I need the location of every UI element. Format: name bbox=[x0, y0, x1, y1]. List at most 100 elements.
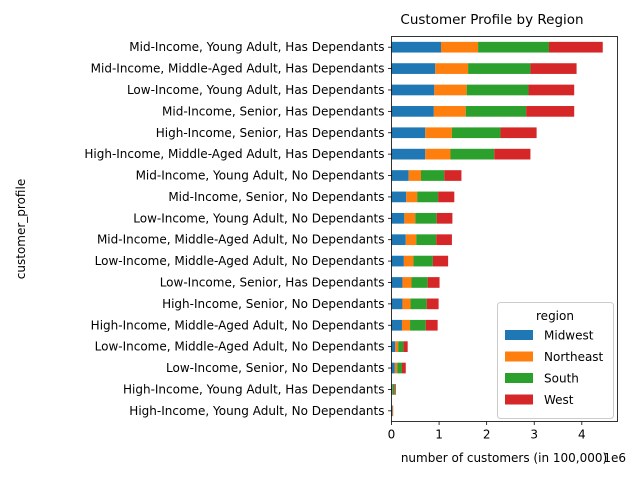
bar-midwest-9 bbox=[391, 234, 406, 246]
bar-west-4 bbox=[500, 127, 537, 139]
bar-west-9 bbox=[436, 234, 452, 246]
bar-west-16 bbox=[394, 384, 396, 395]
legend-swatch-south bbox=[505, 373, 533, 383]
legend-label-northeast: Northeast bbox=[544, 350, 604, 364]
y-axis-label: customer_profile bbox=[14, 179, 28, 279]
y-tick-label: Mid-Income, Young Adult, Has Dependants bbox=[129, 40, 384, 54]
legend-swatch-west bbox=[505, 394, 533, 405]
bar-northeast-2 bbox=[434, 84, 467, 96]
bar-midwest-8 bbox=[391, 212, 405, 224]
bar-northeast-6 bbox=[408, 170, 421, 181]
y-tick-label: Low-Income, Young Adult, Has Dependants bbox=[127, 83, 385, 97]
y-tick-label: Mid-Income, Young Adult, No Dependants bbox=[136, 169, 385, 183]
bar-midwest-5 bbox=[391, 148, 426, 160]
y-tick-label: Low-Income, Middle-Aged Adult, No Depend… bbox=[95, 254, 385, 268]
bar-midwest-13 bbox=[391, 319, 402, 331]
bar-northeast-0 bbox=[440, 41, 479, 53]
y-tick-label: Mid-Income, Senior, No Dependants bbox=[168, 190, 384, 204]
bar-northeast-13 bbox=[401, 319, 411, 331]
legend-title: region bbox=[536, 309, 574, 323]
legend-label-midwest: Midwest bbox=[544, 329, 594, 343]
bar-south-5 bbox=[450, 148, 495, 160]
bar-midwest-2 bbox=[391, 84, 435, 96]
bar-west-1 bbox=[530, 63, 577, 74]
bar-south-1 bbox=[468, 63, 531, 74]
x-tick-label: 3 bbox=[530, 428, 538, 442]
bar-south-14 bbox=[398, 341, 404, 352]
bar-northeast-14 bbox=[395, 341, 399, 352]
bar-northeast-10 bbox=[403, 255, 414, 267]
bar-northeast-12 bbox=[402, 298, 411, 310]
bar-south-7 bbox=[417, 191, 439, 203]
y-tick-group: Mid-Income, Young Adult, Has Dependants M… bbox=[84, 40, 392, 418]
bar-south-9 bbox=[416, 234, 437, 246]
bar-south-4 bbox=[451, 127, 501, 139]
chart-title: Customer Profile by Region bbox=[400, 12, 583, 28]
bar-midwest-16 bbox=[391, 384, 393, 395]
bar-midwest-7 bbox=[391, 191, 407, 203]
bar-west-7 bbox=[438, 191, 455, 203]
legend-label-west: West bbox=[544, 393, 574, 407]
legend-swatch-northeast bbox=[505, 351, 533, 362]
bar-northeast-11 bbox=[402, 277, 412, 288]
x-axis-offset-label: 1e6 bbox=[603, 451, 626, 465]
y-tick-label: High-Income, Middle-Aged Adult, No Depen… bbox=[91, 318, 385, 332]
bar-south-15 bbox=[397, 362, 402, 374]
bar-midwest-4 bbox=[391, 127, 426, 139]
y-tick-label: Mid-Income, Middle-Aged Adult, No Depend… bbox=[97, 233, 385, 247]
y-tick-label: High-Income, Senior, Has Dependants bbox=[156, 126, 385, 140]
bar-south-10 bbox=[413, 255, 433, 267]
bar-northeast-8 bbox=[404, 212, 416, 224]
bar-south-12 bbox=[410, 298, 427, 310]
bar-south-0 bbox=[478, 41, 549, 53]
bar-south-13 bbox=[410, 319, 426, 331]
bar-west-11 bbox=[427, 277, 440, 288]
x-tick-label: 1 bbox=[435, 428, 443, 442]
y-tick-label: Low-Income, Senior, Has Dependants bbox=[160, 275, 385, 289]
y-tick-label: Mid-Income, Senior, Has Dependants bbox=[162, 104, 384, 118]
bar-south-3 bbox=[465, 106, 527, 117]
bar-northeast-3 bbox=[433, 106, 466, 117]
legend: region Midwest Northeast South West bbox=[497, 302, 614, 419]
bar-midwest-1 bbox=[391, 63, 436, 74]
y-tick-label: Low-Income, Young Adult, No Dependants bbox=[133, 211, 384, 225]
bar-west-0 bbox=[548, 41, 603, 53]
bar-west-5 bbox=[494, 148, 531, 160]
bar-northeast-4 bbox=[425, 127, 452, 139]
bar-midwest-6 bbox=[391, 170, 409, 181]
bar-south-2 bbox=[466, 84, 529, 96]
bar-west-2 bbox=[528, 84, 575, 96]
bar-midwest-14 bbox=[391, 341, 396, 352]
bar-midwest-10 bbox=[391, 255, 404, 267]
y-tick-label: High-Income, Young Adult, No Dependants bbox=[129, 404, 384, 418]
bar-northeast-5 bbox=[425, 148, 451, 160]
bar-west-12 bbox=[426, 298, 439, 310]
bar-midwest-15 bbox=[391, 362, 395, 374]
y-tick-label: High-Income, Senior, No Dependants bbox=[162, 297, 384, 311]
bar-south-16 bbox=[392, 384, 395, 395]
bar-midwest-12 bbox=[391, 298, 403, 310]
bar-west-14 bbox=[403, 341, 408, 352]
y-tick-label: Low-Income, Middle-Aged Adult, No Depend… bbox=[95, 340, 385, 354]
bar-south-8 bbox=[415, 212, 437, 224]
x-tick-group: 0 1 2 3 4 bbox=[388, 421, 586, 442]
bar-northeast-1 bbox=[435, 63, 469, 74]
x-axis-label: number of customers (in 100,000) bbox=[401, 451, 607, 465]
plot-frame bbox=[391, 36, 618, 422]
bar-west-8 bbox=[436, 212, 453, 224]
legend-swatch-midwest bbox=[505, 330, 533, 340]
bar-midwest-0 bbox=[391, 41, 441, 53]
bar-midwest-11 bbox=[391, 277, 403, 288]
x-tick-label: 2 bbox=[483, 428, 491, 442]
y-tick-label: High-Income, Middle-Aged Adult, Has Depe… bbox=[84, 147, 384, 161]
bar-west-6 bbox=[444, 170, 462, 181]
bar-midwest-3 bbox=[391, 106, 434, 117]
bar-west-3 bbox=[526, 106, 575, 117]
bar-northeast-7 bbox=[406, 191, 418, 203]
bar-northeast-9 bbox=[405, 234, 417, 246]
y-tick-label: High-Income, Young Adult, Has Dependants bbox=[123, 382, 385, 396]
legend-label-south: South bbox=[544, 372, 579, 386]
bar-south-6 bbox=[420, 170, 445, 181]
bar-west-13 bbox=[425, 319, 438, 331]
